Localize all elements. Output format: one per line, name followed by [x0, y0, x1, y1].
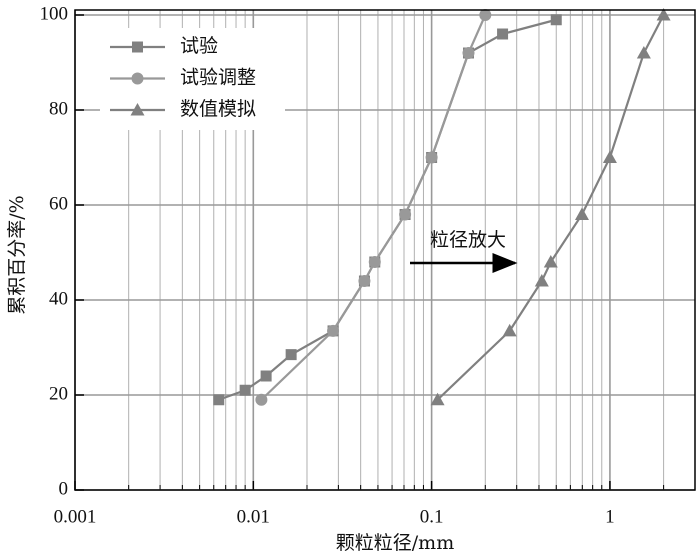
- marker: [130, 103, 145, 116]
- marker: [425, 151, 438, 164]
- legend-label: 试验: [180, 35, 218, 57]
- y-tick-label: 0: [59, 478, 69, 499]
- x-tick-label: 0.01: [237, 506, 270, 527]
- marker: [358, 275, 371, 287]
- x-tick-label: 0.001: [54, 506, 97, 527]
- marker: [399, 208, 412, 221]
- marker: [602, 150, 617, 163]
- marker: [462, 47, 475, 59]
- x-tick-label: 0.1: [420, 506, 444, 527]
- marker: [255, 393, 268, 406]
- marker: [327, 324, 340, 337]
- y-axis-label: 累积百分率/%: [6, 195, 28, 314]
- y-tick-label: 60: [49, 193, 68, 214]
- marker: [574, 207, 589, 220]
- marker: [497, 28, 509, 40]
- legend-label: 数值模拟: [180, 98, 256, 120]
- marker: [285, 349, 297, 361]
- marker: [239, 384, 251, 396]
- frame: [74, 9, 696, 491]
- marker: [502, 323, 517, 337]
- marker: [131, 72, 144, 85]
- marker: [213, 394, 225, 406]
- series-line: [436, 14, 665, 401]
- marker: [368, 256, 381, 268]
- x-tick-label: 1: [605, 506, 615, 527]
- y-tick-label: 20: [49, 383, 68, 404]
- annotation: 粒径放大: [430, 229, 506, 251]
- marker: [132, 41, 143, 53]
- marker: [260, 370, 272, 382]
- legend-label: 试验调整: [180, 67, 256, 89]
- marker: [543, 255, 558, 268]
- marker: [479, 9, 492, 21]
- y-tick-label: 40: [49, 288, 68, 309]
- series-line: [260, 14, 487, 401]
- plot-area: [213, 8, 671, 406]
- y-tick-label: 100: [40, 3, 69, 24]
- marker: [430, 392, 445, 406]
- marker: [636, 46, 651, 59]
- marker: [656, 8, 671, 21]
- y-tick-label: 80: [49, 98, 68, 119]
- x-axis-label: 颗粒粒径/mm: [336, 532, 454, 554]
- marker: [534, 274, 549, 287]
- marker: [550, 14, 562, 26]
